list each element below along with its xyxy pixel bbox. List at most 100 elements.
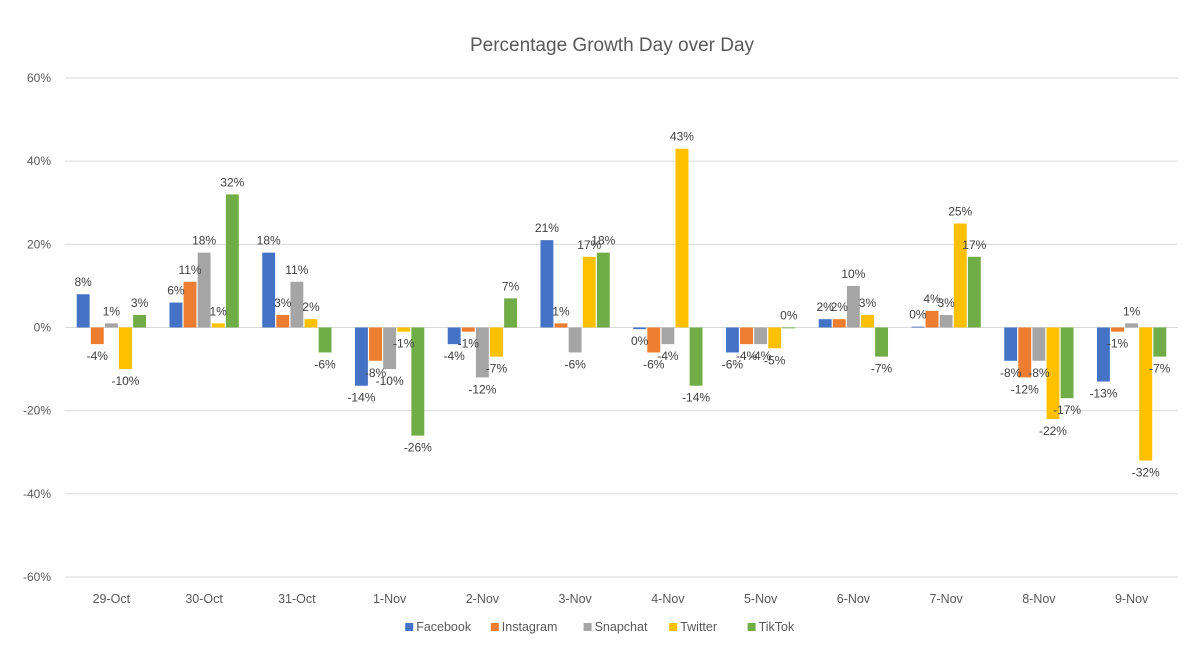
y-tick-label: -60% xyxy=(23,570,51,584)
x-category-label: 6-Nov xyxy=(837,592,871,606)
bar-snapchat xyxy=(754,327,768,345)
bar-tiktok xyxy=(967,256,981,328)
data-label: 11% xyxy=(178,263,201,277)
bar-tiktok xyxy=(596,252,610,328)
data-label: -7% xyxy=(1149,362,1171,376)
x-category-label: 30-Oct xyxy=(185,592,223,606)
bar-twitter xyxy=(304,319,318,328)
bar-facebook xyxy=(447,327,461,345)
legend-swatch-twitter xyxy=(669,623,678,631)
bar-tiktok xyxy=(411,327,425,436)
bar-twitter xyxy=(768,327,782,349)
bar-instagram xyxy=(183,281,197,328)
data-label: -8% xyxy=(1028,366,1050,380)
data-label: -6% xyxy=(314,357,336,371)
bar-snapchat xyxy=(661,327,675,345)
x-category-label: 7-Nov xyxy=(929,592,963,606)
data-label: -6% xyxy=(643,357,665,371)
bar-facebook xyxy=(76,294,90,328)
y-tick-label: 20% xyxy=(27,237,51,251)
data-label: 7% xyxy=(502,279,520,293)
data-label: 21% xyxy=(535,221,559,235)
data-label: -4% xyxy=(87,349,109,363)
bar-snapchat xyxy=(1032,327,1046,361)
x-category-label: 1-Nov xyxy=(373,592,407,606)
legend-label-tiktok: TikTok xyxy=(759,620,795,634)
data-label: -32% xyxy=(1132,466,1160,480)
data-label: -4% xyxy=(736,349,758,363)
data-label: -22% xyxy=(1039,424,1067,438)
y-tick-label: -40% xyxy=(23,487,51,501)
bar-twitter xyxy=(861,315,874,328)
bar-instagram xyxy=(832,319,846,328)
data-label: 18% xyxy=(192,234,216,248)
bar-instagram xyxy=(461,327,475,332)
bar-twitter xyxy=(211,323,225,328)
data-label: -4% xyxy=(750,349,772,363)
y-tick-label: -20% xyxy=(23,404,51,418)
bar-facebook xyxy=(354,327,368,386)
bar-tiktok xyxy=(133,315,147,328)
data-label: -1% xyxy=(393,337,415,351)
bar-tiktok xyxy=(1060,327,1074,399)
data-label: -14% xyxy=(347,391,375,405)
data-label: -4% xyxy=(657,349,679,363)
bar-twitter xyxy=(1139,327,1153,461)
x-category-label: 4-Nov xyxy=(651,592,685,606)
data-label: 1% xyxy=(103,304,121,318)
data-label: 2% xyxy=(831,300,849,314)
bar-instagram xyxy=(647,327,661,353)
data-label: -12% xyxy=(1011,382,1039,396)
data-label: 4% xyxy=(923,292,941,306)
data-label: 3% xyxy=(274,296,292,310)
legend-swatch-tiktok xyxy=(747,623,756,631)
data-label: 17% xyxy=(962,238,986,252)
data-label: -4% xyxy=(444,349,466,363)
data-label: 0% xyxy=(631,334,649,348)
bar-instagram xyxy=(90,327,104,345)
x-category-label: 5-Nov xyxy=(744,592,778,606)
bar-twitter xyxy=(490,327,503,357)
y-tick-label: 40% xyxy=(27,154,51,168)
bar-facebook xyxy=(540,240,554,328)
bar-twitter xyxy=(397,327,411,332)
data-label: -1% xyxy=(458,337,480,351)
data-label: 1% xyxy=(210,304,228,318)
data-label: -13% xyxy=(1089,387,1117,401)
bar-tiktok xyxy=(504,298,518,328)
bar-instagram xyxy=(925,310,939,328)
data-label: 1% xyxy=(552,304,570,318)
bar-facebook xyxy=(725,327,739,353)
x-category-label: 9-Nov xyxy=(1115,592,1149,606)
legend-label-snapchat: Snapchat xyxy=(595,620,648,634)
data-label: 0% xyxy=(909,308,927,322)
x-category-label: 29-Oct xyxy=(93,592,131,606)
bar-snapchat xyxy=(1125,323,1139,328)
data-label: 11% xyxy=(285,263,308,277)
data-label: -1% xyxy=(1107,337,1129,351)
data-label: 2% xyxy=(817,300,835,314)
bar-facebook xyxy=(633,327,647,330)
legend-swatch-facebook xyxy=(405,623,414,631)
bar-twitter xyxy=(119,327,132,370)
x-category-label: 31-Oct xyxy=(278,592,316,606)
bar-snapchat xyxy=(383,327,397,370)
data-label: 8% xyxy=(75,275,93,289)
bar-facebook xyxy=(169,302,183,328)
x-category-label: 3-Nov xyxy=(558,592,592,606)
bar-tiktok xyxy=(318,327,332,353)
bar-instagram xyxy=(740,327,753,345)
legend: Facebook Instagram Snapchat Twitter TikTok xyxy=(405,620,795,634)
bar-instagram xyxy=(1018,327,1032,378)
bar-twitter xyxy=(582,256,596,328)
y-tick-label: 0% xyxy=(34,321,52,335)
data-label: 10% xyxy=(841,267,865,281)
data-label: -10% xyxy=(376,374,404,388)
bar-snapchat xyxy=(197,252,211,328)
bar-instagram xyxy=(1111,327,1124,332)
bar-facebook xyxy=(818,319,832,328)
data-label: -7% xyxy=(871,362,893,376)
bar-tiktok xyxy=(689,327,703,386)
bar-instagram xyxy=(554,323,568,328)
